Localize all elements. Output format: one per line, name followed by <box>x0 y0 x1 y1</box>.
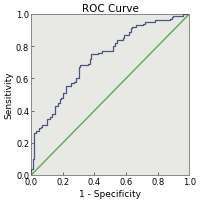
X-axis label: 1 - Specificity: 1 - Specificity <box>79 189 141 198</box>
Y-axis label: Sensitivity: Sensitivity <box>4 71 13 119</box>
Title: ROC Curve: ROC Curve <box>82 4 139 14</box>
